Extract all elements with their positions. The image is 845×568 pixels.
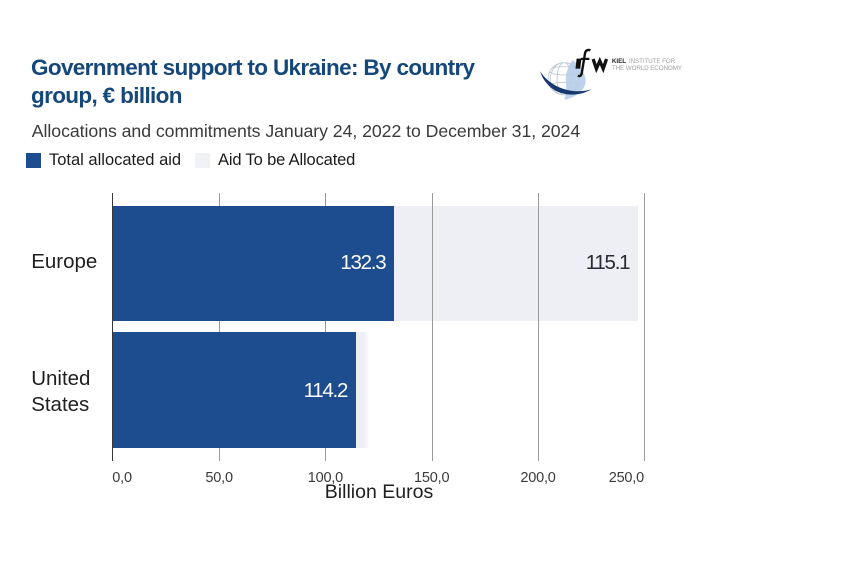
svg-text:INSTITUTE FOR: INSTITUTE FOR	[629, 58, 676, 65]
svg-text:KIEL: KIEL	[612, 58, 626, 65]
svg-text:THE WORLD ECONOMY: THE WORLD ECONOMY	[612, 65, 683, 72]
